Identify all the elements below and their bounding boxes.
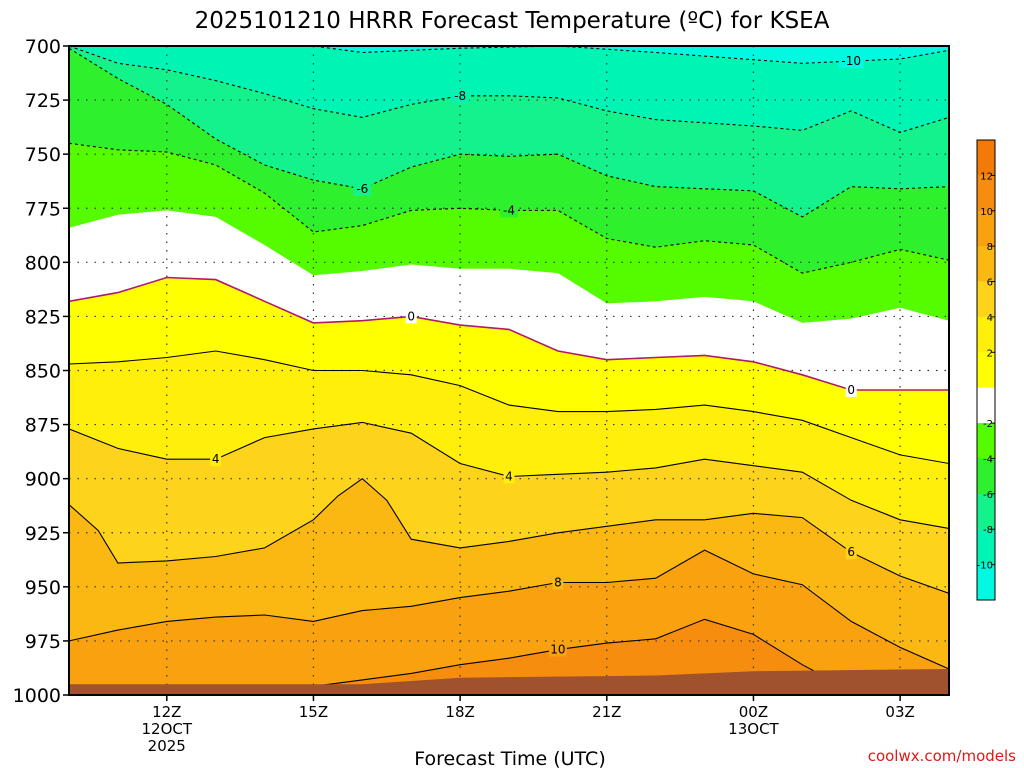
temperature-fill-regions [69,46,949,695]
contour-label-bg [845,545,857,560]
contour-label-0: 0 [847,383,855,397]
contour-label-bg [548,642,567,657]
y-tick-label-800: 800 [25,252,61,274]
y-tick-label-825: 825 [25,306,61,328]
contour-line-2 [69,350,949,465]
contour-label-bg [353,181,372,196]
y-axis: 700 725 750 775 800 825 850 875 900 925 950 975 1000 [13,36,69,707]
x-tick-label-12Z-3: 2025 [148,737,186,755]
contour-line-0 [69,276,949,391]
colorbar-bin-0 [977,352,995,389]
x-tick-label-21Z-1: 21Z [592,703,621,721]
contour-label-0: 0 [407,309,415,323]
contour-label--4: -4 [503,203,515,217]
colorbar-bin--8 [977,493,995,530]
y-tick-label-775: 775 [25,198,61,220]
y-tick-label-975: 975 [25,631,61,653]
contour-label-bg [838,54,864,69]
x-tick-label-12Z-2: 12OCT [142,720,193,738]
colorbar-bin--12 [977,564,995,601]
x-tick-label-00Z-2: 13OCT [728,720,779,738]
contour-line--6 [69,47,949,218]
chart-title: 2025101210 HRRR Forecast Temperature (ºC… [195,8,830,34]
x-axis-label: Forecast Time (UTC) [414,748,605,768]
colorbar-legend: 12 10 8 6 4 2 -2 -4 -6 -8 -10 [976,139,996,601]
contour-label-bg [500,203,518,218]
credit-text: coolwx.com/models [868,747,1016,765]
colorbar-bin-4 [977,281,995,318]
y-tick-label-725: 725 [25,90,61,112]
colorbar-tick-label-4: 4 [987,313,993,324]
contour-label-bg [845,382,857,397]
x-tick-label-00Z-1: 00Z [739,703,768,721]
contour-label-10: 10 [550,643,565,657]
colorbar-tick-label-2: 2 [987,348,993,359]
x-tick-label-12Z-1: 12Z [152,703,181,721]
contour-labels: -10 -8 -6 -4 0 0 4 4 6 8 10 [210,54,864,657]
colorbar-tick-label--4: -4 [983,454,993,465]
contour-label-bg [451,88,470,103]
ground-fill [69,669,949,695]
contour-line-6 [69,477,949,594]
colorbar-tick-label-12: 12 [980,171,993,182]
y-tick-label-750: 750 [25,144,61,166]
x-tick-label-18Z-1: 18Z [445,703,474,721]
contour-label-bg [405,309,417,324]
contour-line--10 [69,46,949,64]
colorbar-bin-10 [977,175,995,212]
contour-label-4: 4 [505,470,513,484]
colorbar-bin-6 [977,246,995,283]
x-tick-label-15Z-1: 15Z [299,703,328,721]
contour-line--4 [69,142,949,274]
colorbar-frame [976,139,996,601]
contour-line-8 [69,549,949,670]
y-tick-label-875: 875 [25,415,61,437]
colorbar-bin--2 [977,387,995,424]
colorbar-tick-label--10: -10 [977,561,993,572]
y-tick-label-1000: 1000 [13,685,61,707]
contour-label-bg [552,575,564,590]
colorbar-bin-2 [977,316,995,353]
colorbar-bin-8 [977,210,995,247]
colorbar-tick-label-6: 6 [987,278,993,289]
colorbar-tick-label-10: 10 [980,207,993,218]
y-tick-label-850: 850 [25,361,61,383]
y-tick-label-900: 900 [25,469,61,491]
colorbar-tick-label--2: -2 [983,419,993,430]
contour-label-4: 4 [212,452,220,466]
contour-label-8: 8 [554,576,562,590]
colorbar-bin--4 [977,423,995,459]
colorbar-tick-label--6: -6 [983,490,993,501]
y-tick-label-950: 950 [25,577,61,599]
x-tick-label-03Z-1: 03Z [885,703,914,721]
ground-surface [69,669,949,695]
colorbar-bin--10 [977,529,995,566]
y-tick-label-700: 700 [25,36,61,58]
contour-label--6: -6 [356,182,368,196]
colorbar-tick-label--8: -8 [983,525,993,536]
contour-label-bg [503,469,515,484]
contour-line--8 [69,46,949,134]
contour-label--10: -10 [841,54,861,68]
contour-label-bg [210,452,222,467]
contour-label-6: 6 [847,545,855,559]
colorbar-bin-12 [977,140,995,176]
colorbar-tick-label-8: 8 [987,242,993,253]
colorbar-bin--6 [977,458,995,495]
y-tick-label-925: 925 [25,523,61,545]
contour-label--8: -8 [454,89,466,103]
